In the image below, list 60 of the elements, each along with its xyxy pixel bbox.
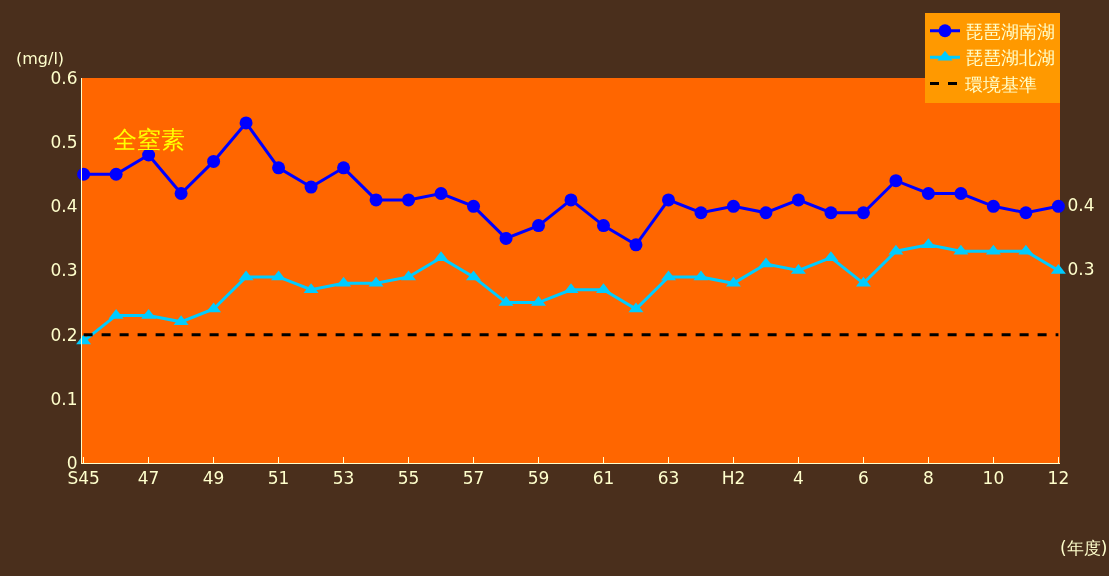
x-tick-label: 59: [527, 468, 550, 489]
point: [467, 199, 481, 213]
point: [174, 187, 188, 200]
x-tick-label: 8: [923, 468, 934, 489]
annotation: 全窒素: [113, 126, 185, 154]
point: [402, 193, 416, 207]
data-label: 0.3: [1067, 258, 1095, 279]
x-tick-label: 55: [397, 468, 420, 489]
x-tick-label: 53: [332, 468, 355, 489]
x-tick-label: 61: [592, 468, 615, 489]
point: [532, 219, 546, 233]
y-tick-label: 0.6: [50, 67, 78, 88]
x-tick-label: 4: [793, 468, 804, 489]
y-axis-title: (mg/l): [16, 49, 65, 68]
point: [1019, 206, 1033, 220]
point: [369, 193, 383, 207]
x-tick-label: H2: [721, 468, 746, 489]
point: [564, 193, 578, 207]
x-tick-label: 12: [1047, 468, 1070, 489]
point: [272, 161, 286, 175]
legend-label: 琵琶湖北湖: [965, 47, 1055, 69]
x-tick-label: 10: [982, 468, 1005, 489]
x-tick-label: 47: [137, 468, 160, 489]
x-axis-title: (年度): [1060, 538, 1108, 558]
x-tick-label: 57: [462, 468, 485, 489]
point: [759, 206, 773, 220]
point: [597, 219, 610, 233]
point: [499, 231, 513, 245]
x-tick-label: 51: [267, 468, 290, 489]
point: [629, 238, 643, 252]
point: [791, 193, 805, 207]
point: [434, 187, 448, 200]
legend-label: 環境基準: [965, 73, 1037, 95]
point: [239, 116, 253, 130]
point: [109, 167, 123, 181]
y-tick-label: 0.2: [50, 324, 78, 345]
point: [824, 206, 838, 220]
data-label: 0.4: [1067, 194, 1095, 215]
point: [921, 187, 935, 200]
y-tick-label: 0.5: [50, 132, 78, 153]
point: [726, 199, 740, 213]
point: [77, 167, 91, 181]
y-tick-label: 0.1: [50, 388, 78, 409]
x-tick-label: S45: [67, 468, 100, 489]
point: [986, 199, 1000, 213]
y-tick-label: 0.4: [50, 196, 78, 217]
point: [661, 193, 675, 207]
point: [856, 206, 870, 220]
point: [954, 187, 968, 200]
point: [694, 206, 708, 220]
x-tick-label: 49: [202, 468, 225, 489]
point: [337, 161, 351, 175]
point: [207, 154, 221, 168]
y-tick-label: 0.3: [50, 260, 78, 281]
legend-label: 琵琶湖南湖: [965, 20, 1055, 42]
x-tick-label: 6: [858, 468, 869, 489]
point: [304, 180, 318, 194]
x-tick-label: 63: [657, 468, 680, 489]
point: [889, 174, 903, 188]
point: [1051, 199, 1065, 213]
